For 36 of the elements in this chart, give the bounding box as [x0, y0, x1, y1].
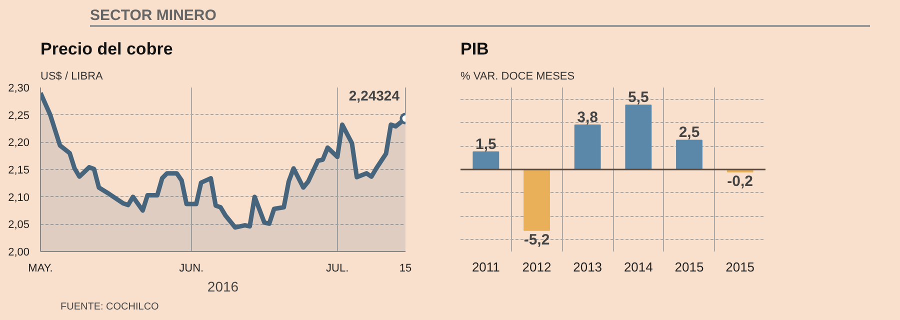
text: SECTOR MINERO: [90, 6, 216, 26]
bar: [574, 124, 601, 170]
y-tick-label: 2,00: [8, 246, 30, 258]
x-tick-label: JUN.: [179, 262, 204, 274]
x-tick-label: 2015: [674, 260, 704, 274]
y-tick-label: 2,05: [8, 219, 30, 232]
bar: [524, 169, 550, 231]
x-tick-label: 2014: [624, 260, 653, 274]
y-tick-label: 2,25: [8, 110, 30, 122]
bar: [472, 151, 500, 170]
x-tick-label: MAY.: [28, 262, 53, 274]
y-tick-label: 2,20: [8, 137, 30, 150]
x-axis-title: 2016: [207, 278, 239, 294]
chart-title: PIB: [460, 40, 489, 58]
y-tick-label: 2,30: [8, 82, 30, 94]
bar: [676, 140, 702, 170]
x-tick-label: JUL.: [326, 262, 349, 274]
x-tick-label: 2012: [522, 260, 552, 274]
chart-title: Precio del cobre: [40, 40, 173, 58]
y-tick-label: 2,10: [8, 192, 30, 204]
x-tick-label: 15: [399, 262, 412, 274]
bar: [625, 104, 652, 170]
chart-subtitle: % VAR. DOCE MESES: [460, 70, 575, 82]
x-tick-label: 2013: [573, 260, 602, 274]
y-axis-title: US$ / LIBRA: [40, 70, 104, 82]
x-tick-label: 2011: [472, 260, 500, 274]
annotation: 2,24324: [348, 88, 400, 104]
data-label: 1,5: [475, 136, 496, 153]
data-label: -0,2: [727, 172, 754, 190]
data-label: 2,5: [678, 124, 700, 142]
data-label: 3,8: [577, 108, 598, 126]
x-tick-label: 2015: [726, 260, 755, 274]
source-note: FUENTE: COCHILCO: [60, 302, 160, 312]
data-label: -5,2: [524, 231, 550, 248]
y-tick-label: 2,15: [8, 164, 30, 176]
data-label: 5,5: [628, 89, 649, 106]
